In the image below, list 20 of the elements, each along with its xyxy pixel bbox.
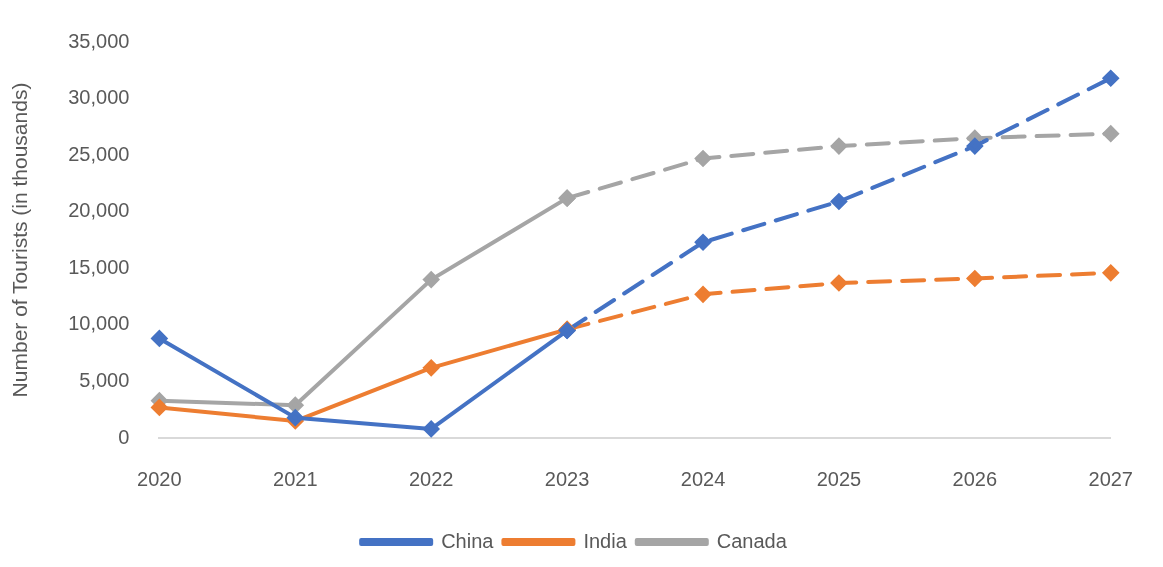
x-tick-label: 2023 [544, 467, 590, 490]
y-axis-title: Number of Tourists (in thousands) [8, 82, 32, 398]
x-tick-label: 2024 [680, 467, 726, 490]
y-tick-label: 10,000 [68, 312, 130, 335]
y-tick-label: 0 [118, 425, 130, 448]
y-tick-label: 35,000 [68, 29, 130, 52]
x-tick-label: 2020 [137, 467, 182, 490]
legend-label: Canada [716, 529, 788, 552]
x-tick-label: 2027 [1088, 467, 1133, 490]
x-tick-label: 2022 [408, 467, 454, 490]
y-tick-label: 20,000 [68, 199, 130, 222]
legend-label: India [583, 529, 628, 552]
y-tick-label: 30,000 [68, 86, 130, 109]
x-tick-label: 2025 [816, 467, 862, 490]
x-tick-label: 2026 [952, 467, 998, 490]
y-tick-label: 15,000 [68, 255, 130, 278]
legend-label: China [441, 529, 495, 552]
y-tick-label: 5,000 [79, 368, 130, 391]
y-tick-label: 25,000 [68, 142, 130, 165]
x-tick-label: 2021 [273, 467, 318, 490]
